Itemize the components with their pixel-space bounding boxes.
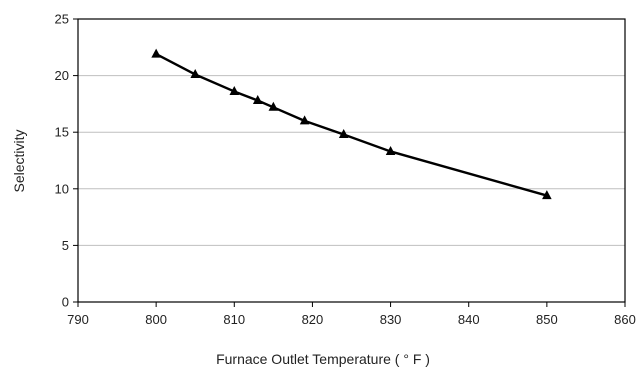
x-tick-label: 840 [458,312,480,327]
y-tick-label: 25 [55,12,69,27]
data-point-marker [252,95,263,105]
x-tick-label: 810 [223,312,245,327]
y-tick-label: 0 [62,295,69,310]
data-point-marker [190,68,201,78]
gridlines [78,75,625,246]
x-tick-label: 800 [145,312,167,327]
data-point-marker [385,145,396,155]
series-group [151,48,552,200]
data-point-marker [542,190,552,200]
x-tick-label: 820 [302,312,324,327]
plot-area-frame [77,18,626,303]
x-tick-label: 860 [614,312,636,327]
y-tick-label: 10 [55,181,69,196]
data-point-marker [229,85,240,95]
y-tick-label: 15 [55,125,69,140]
data-point-marker [299,115,310,125]
y-tick-label: 20 [55,68,69,83]
y-axis-ticks: 0 5 10 15 20 25 [55,12,78,310]
x-tick-label: 790 [67,312,89,327]
x-axis-ticks: 790 800 810 820 830 840 850 860 [67,302,636,327]
data-point-marker [268,101,279,111]
x-tick-label: 830 [380,312,402,327]
y-axis-label: Selectivity [11,129,27,192]
data-point-marker [338,128,349,138]
x-axis-label: Furnace Outlet Temperature ( ° F ) [216,351,430,367]
x-tick-label: 850 [536,312,558,327]
data-point-marker [151,48,161,58]
y-tick-label: 5 [62,238,69,253]
